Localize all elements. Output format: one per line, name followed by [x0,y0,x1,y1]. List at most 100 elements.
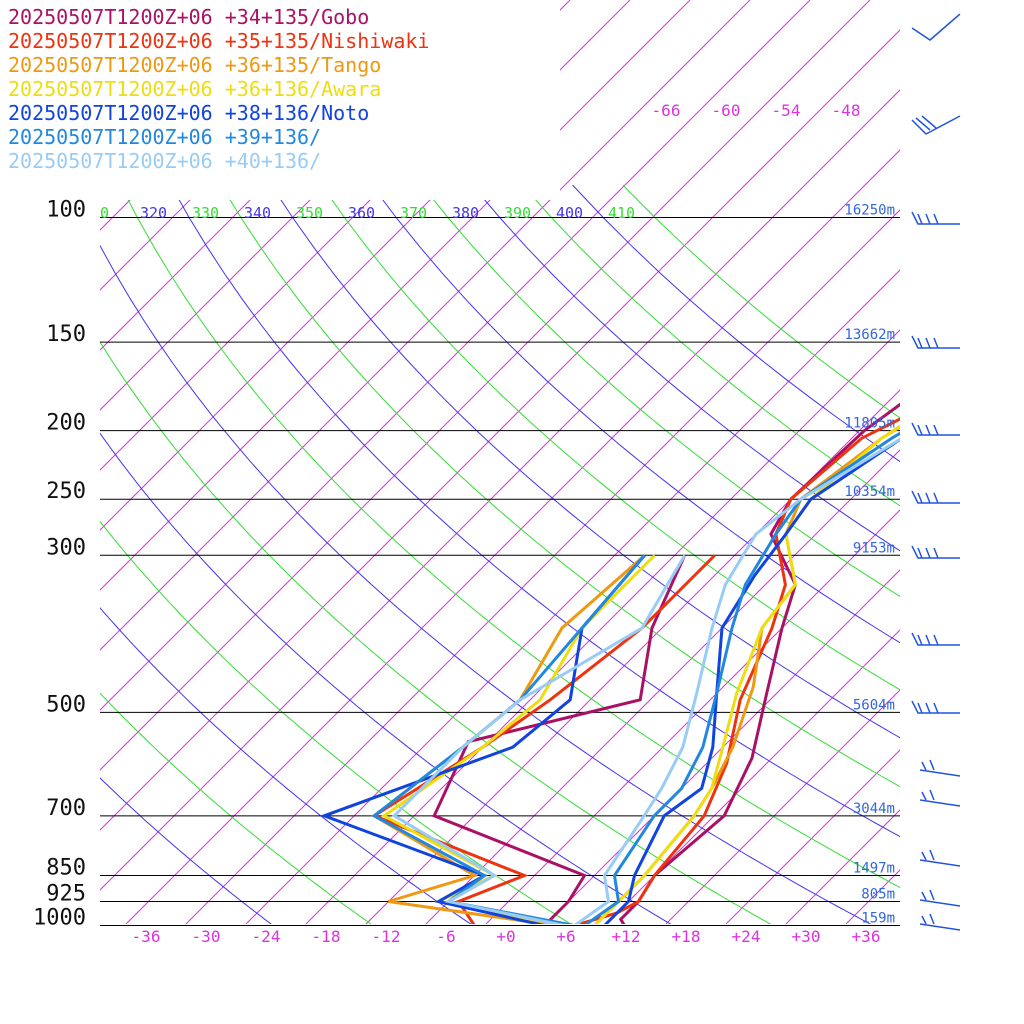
legend-entry: 20250507T1200Z+06 +35+135/Nishiwaki [8,29,429,53]
temp-tick-label: -30 [192,927,221,946]
temp-tick-label: -18 [312,927,341,946]
height-label: 159m [861,911,895,927]
height-label: 9153m [853,540,895,556]
theta-label: 360 [348,204,375,222]
adiabat-line [100,184,874,924]
pressure-label: 250 [46,479,86,504]
isotherm-line [665,0,900,924]
axis-labels: 100 16250m 150 13662m 200 11805m 250 10354m 300 9… [33,101,895,946]
wind-barb-icon [911,115,961,135]
isotherm-line [100,0,811,924]
wind-barb-icon [911,632,960,646]
adiabat-line [100,184,474,924]
temp-tick-label: -36 [132,927,161,946]
isotherm-line [305,0,900,924]
temperature-line [574,128,900,924]
isotherm-line [100,0,900,924]
isotherm-line [906,0,1024,924]
isobar-grid [100,217,900,926]
pressure-label: 700 [46,796,86,821]
pressure-label: 150 [46,322,86,347]
temperature-profiles [319,128,900,924]
height-label: 11805m [844,416,895,432]
wind-barb-icon [919,759,961,777]
theta-label: 350 [296,204,323,222]
temp-tick-label: +18 [672,927,701,946]
pressure-label: 200 [46,411,86,436]
temperature-line [583,128,900,924]
isotherm-line [125,0,900,924]
height-label: 1497m [853,861,895,877]
wind-barb-icon [911,211,960,225]
adiabat-line [321,184,900,924]
temp-tick-label: +24 [732,927,761,946]
height-label: 16250m [844,203,895,219]
pressure-label: 1000 [33,906,86,931]
upper-temp-label: -54 [772,101,801,120]
pressure-label: 925 [46,882,86,907]
wind-barb-icon [911,335,960,349]
height-label: 805m [861,887,895,903]
theta-label: 390 [504,204,531,222]
wind-barb-icon [919,849,961,867]
legend-entry: 20250507T1200Z+06 +39+136/ [8,125,321,149]
temperature-line [603,128,900,924]
dewpoint-line [391,554,686,924]
wind-barb-icon [919,889,961,907]
theta-label: 330 [192,204,219,222]
pressure-label: 850 [46,856,86,881]
upper-temp-label: -60 [712,101,741,120]
height-label: 5604m [853,697,895,713]
isotherm-line [545,0,900,924]
temp-tick-label: -12 [372,927,401,946]
isotherm-line [100,0,751,924]
isotherm-line [100,0,900,924]
temp-tick-label: +12 [612,927,641,946]
legend-entry: 20250507T1200Z+06 +36+136/Awara [8,77,381,101]
temperature-line [593,128,900,924]
theta-label: 370 [400,204,427,222]
theta-label: 410 [608,204,635,222]
temp-tick-label: +0 [496,927,515,946]
adiabat-line [220,184,900,924]
adiabat-line [522,184,900,924]
isotherm-line [725,0,900,924]
adiabat-line [371,184,900,924]
isotherm-line [485,0,900,924]
legend-entry: 20250507T1200Z+06 +40+136/ [8,149,321,173]
temp-tick-label: +6 [556,927,575,946]
theta-label: 380 [452,204,479,222]
theta-label: 400 [556,204,583,222]
pressure-label: 500 [46,692,86,717]
pressure-label: 300 [46,535,86,560]
isotherm-line [425,0,900,924]
wind-barb-icon [911,490,960,504]
dewpoint-line [432,554,687,924]
temp-tick-label: +30 [792,927,821,946]
adiabat-line [100,185,274,924]
height-label: 13662m [844,327,895,343]
legend: 20250507T1200Z+06 +34+135/Gobo20250507T1… [8,5,429,173]
wind-barbs [911,13,961,931]
adiabat-line [100,184,674,924]
legend-entry: 20250507T1200Z+06 +34+135/Gobo [8,5,369,29]
adiabat-line [471,184,900,924]
temp-tick-label: -6 [436,927,455,946]
theta-label: 340 [244,204,271,222]
wind-barb-icon [919,789,961,807]
dewpoint-line [370,554,716,924]
theta-label: 0 [100,204,109,222]
theta-label: 320 [140,204,167,222]
wind-barb-icon [911,545,960,559]
legend-entry: 20250507T1200Z+06 +38+136/Noto [8,101,369,125]
height-label: 3044m [853,801,895,817]
upper-temp-label: -48 [832,101,861,120]
isotherm-line [100,0,871,924]
isotherm-line [785,0,900,924]
temperature-line [573,128,900,924]
isotherm-line [605,0,900,924]
wind-barb-icon [919,913,961,931]
adiabat-line [100,184,374,924]
wind-barb-icon [911,13,961,41]
